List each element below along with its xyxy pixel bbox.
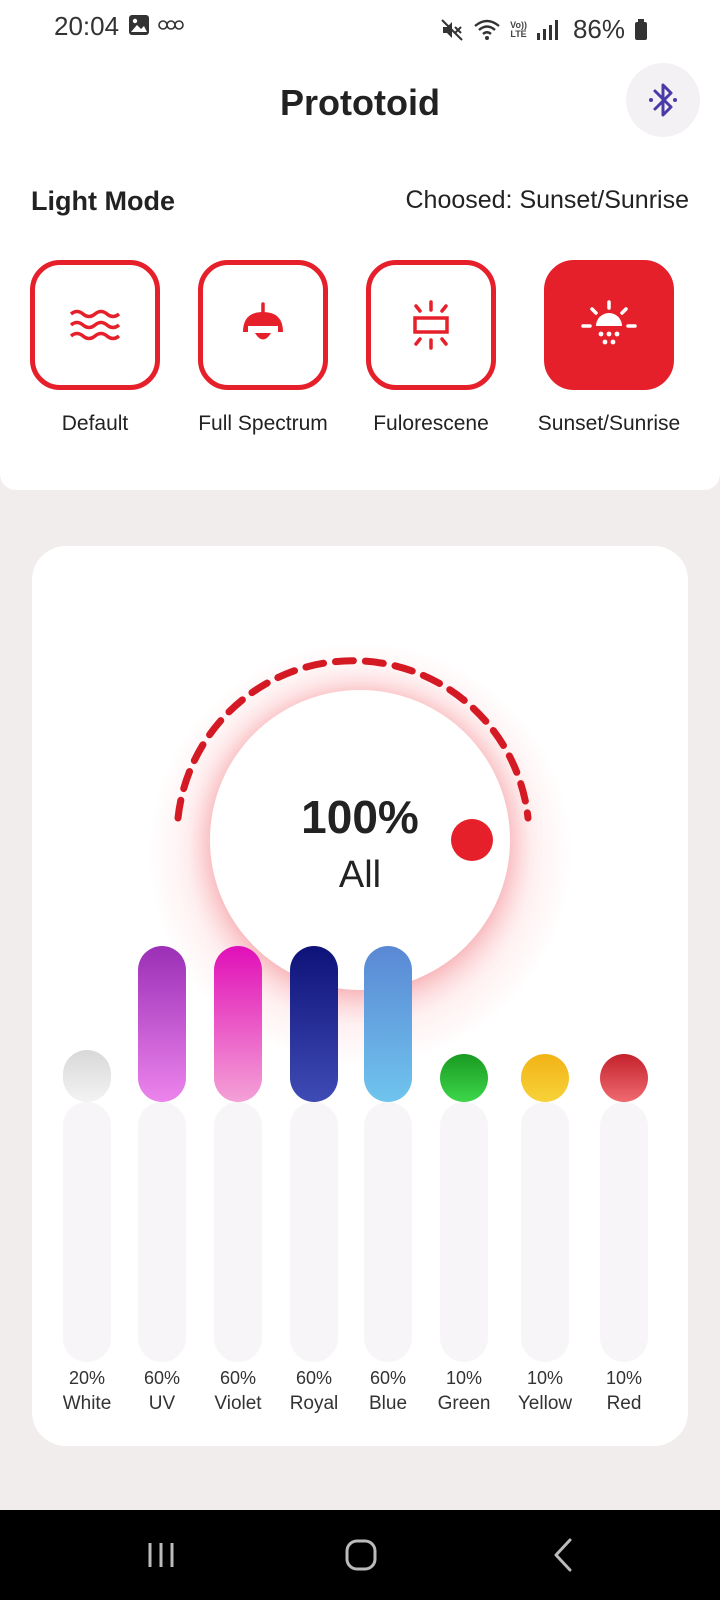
home-icon: [345, 1539, 377, 1571]
slider-name: White: [62, 1393, 112, 1414]
mode-full-spectrum-button[interactable]: [198, 260, 328, 390]
slider-fill: [521, 1054, 569, 1102]
header-card: Prototoid Light Mode Choosed: Sunset/Sun…: [0, 52, 720, 490]
slider-name: Violet: [214, 1393, 262, 1414]
slider-name: Yellow: [517, 1393, 573, 1414]
signal-icon: [536, 19, 558, 40]
slider-name: Royal: [289, 1393, 339, 1414]
slider-percent: 60%: [369, 1368, 407, 1388]
slider-fill: [290, 946, 338, 1102]
slider-fill: [440, 1054, 488, 1102]
slider-name: UV: [148, 1393, 176, 1414]
slider-percent: 10%: [526, 1368, 564, 1388]
volte-icon: Vo)) LTE: [510, 19, 527, 39]
slider-percent: 60%: [295, 1368, 333, 1388]
slider-name: Green: [437, 1393, 491, 1414]
mode-sunset-sunrise-button[interactable]: [544, 260, 674, 390]
slider-fill: [63, 1050, 111, 1102]
waves-icon: [69, 309, 121, 341]
system-nav-bar: [0, 1510, 720, 1600]
slider-track: [600, 1102, 648, 1362]
gallery-icon: [129, 15, 149, 35]
slider-percent: 10%: [445, 1368, 483, 1388]
slider-track: [290, 1102, 338, 1362]
slider-fill: [138, 946, 186, 1102]
app-title: Prototoid: [280, 82, 440, 123]
slider-fill: [600, 1054, 648, 1102]
slider-name: Red: [606, 1393, 642, 1414]
status-left-icons: [128, 14, 184, 36]
bluetooth-icon: [649, 83, 677, 117]
status-right-icons: Vo)) LTE 86%: [440, 14, 648, 45]
master-dial-knob[interactable]: [451, 819, 493, 861]
master-dial-value: 100%: [301, 791, 419, 843]
master-dial-label: All: [338, 854, 382, 896]
slider-percent: 60%: [143, 1368, 181, 1388]
mode-sunset-sunrise-label: Sunset/Sunrise: [537, 412, 681, 435]
slider-track: [364, 1102, 412, 1362]
mute-icon: [441, 18, 463, 41]
dial-arc: [174, 657, 532, 822]
slider-fill: [364, 946, 412, 1102]
status-bar: 20:04: [0, 0, 720, 52]
slider-track: [138, 1102, 186, 1362]
bluetooth-button[interactable]: [626, 63, 700, 137]
slider-track: [214, 1102, 262, 1362]
status-time: 20:04: [54, 11, 120, 41]
slider-track: [63, 1102, 111, 1362]
mode-default-button[interactable]: [30, 260, 160, 390]
intensity-control-card: 100% All 20% White 60% UV 60% Violet 60%: [32, 546, 688, 1446]
slider-track: [521, 1102, 569, 1362]
slider-percent: 20%: [68, 1368, 106, 1388]
light-mode-title: Light Mode: [31, 186, 175, 216]
slider-fill: [214, 946, 262, 1102]
mode-fluorescent-button[interactable]: [366, 260, 496, 390]
recents-button[interactable]: [131, 1532, 191, 1578]
volte-bottom-text: LTE: [510, 28, 527, 39]
slider-percent: 10%: [605, 1368, 643, 1388]
pendant-lamp-icon: [243, 302, 283, 340]
back-button[interactable]: [533, 1532, 593, 1578]
battery-icon: [635, 18, 647, 40]
volte-top-text: Vo)): [510, 19, 527, 30]
slider-percent: 60%: [219, 1368, 257, 1388]
sunrise-icon: [581, 300, 637, 345]
mode-default-label: Default: [61, 412, 129, 435]
mode-fluorescent-label: Fulorescene: [373, 412, 489, 435]
slider-track: [440, 1102, 488, 1362]
wifi-icon: [474, 19, 500, 40]
chosen-mode-text: Choosed: Sunset/Sunrise: [405, 186, 689, 214]
home-button[interactable]: [331, 1532, 391, 1578]
slider-name: Blue: [368, 1393, 408, 1414]
mode-full-spectrum-label: Full Spectrum: [198, 412, 328, 435]
fluorescent-tube-icon: [413, 300, 449, 350]
back-icon: [554, 1538, 572, 1572]
sticker-icon: [158, 20, 184, 30]
recents-icon: [148, 1543, 174, 1567]
battery-percent: 86%: [572, 14, 625, 44]
